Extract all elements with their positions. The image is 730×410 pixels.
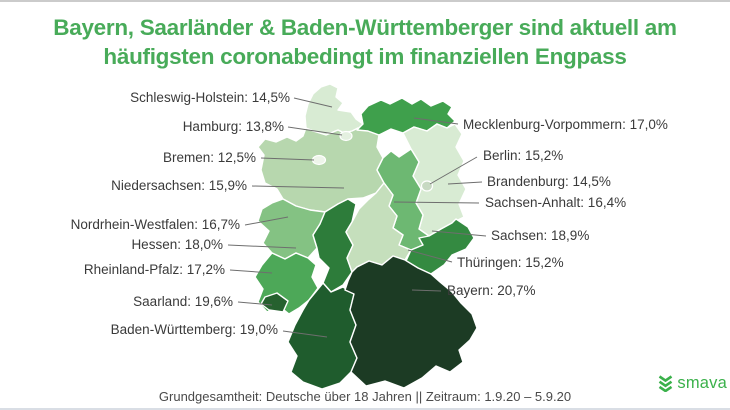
page-title: Bayern, Saarländer & Baden-Württemberger… bbox=[0, 13, 730, 71]
state-label-mecklenburg-vorpommern: Mecklenburg-Vorpommern: 17,0% bbox=[463, 117, 668, 132]
state-label-saarland: Saarland: 19,6% bbox=[133, 294, 233, 309]
leader-line-saarland bbox=[237, 301, 273, 306]
bottom-divider bbox=[0, 408, 730, 410]
state-label-berlin: Berlin: 15,2% bbox=[483, 148, 564, 163]
leader-line-mecklenburg-vorpommern bbox=[413, 117, 459, 125]
leader-line-bayern bbox=[411, 289, 442, 292]
state-shape-berlin bbox=[420, 180, 434, 192]
state-shape-niedersachsen bbox=[257, 127, 385, 213]
leader-line-thueringen bbox=[407, 249, 453, 263]
leader-line-niedersachsen bbox=[251, 185, 345, 189]
state-label-bremen: Bremen: 12,5% bbox=[162, 150, 256, 165]
state-label-nordrhein-westfalen: Nordrhein-Westfalen: 16,7% bbox=[70, 217, 240, 232]
leader-line-schleswig-holstein bbox=[293, 97, 333, 108]
leader-line-sachsen-anhalt bbox=[393, 201, 480, 204]
leader-line-hessen bbox=[227, 244, 297, 249]
state-label-brandenburg: Brandenburg: 14,5% bbox=[487, 174, 611, 189]
smava-logo-icon bbox=[659, 375, 673, 392]
leader-line-rheinland-pfalz bbox=[229, 269, 273, 274]
leader-line-baden-wuerttemberg bbox=[282, 330, 328, 338]
top-border bbox=[0, 0, 730, 2]
state-shape-bayern bbox=[344, 255, 478, 389]
state-shape-schleswig-holstein bbox=[304, 83, 364, 136]
state-label-rheinland-pfalz: Rheinland-Pfalz: 17,2% bbox=[83, 262, 225, 277]
state-shape-hessen bbox=[312, 198, 357, 293]
state-label-hessen: Hessen: 18,0% bbox=[131, 237, 223, 252]
state-label-sachsen: Sachsen: 18,9% bbox=[491, 228, 590, 243]
state-label-thueringen: Thüringen: 15,2% bbox=[457, 255, 564, 270]
title-line-2: häufigsten coronabedingt im finanziellen… bbox=[103, 44, 627, 69]
state-shape-mecklenburg-vorpommern bbox=[356, 97, 456, 136]
footnote: Grundgesamtheit: Deutsche über 18 Jahren… bbox=[158, 389, 572, 404]
leader-line-nordrhein-westfalen bbox=[244, 216, 289, 226]
state-label-schleswig-holstein: Schleswig-Holstein: 14,5% bbox=[130, 90, 290, 105]
leader-line-brandenburg bbox=[447, 181, 483, 185]
title-line-1: Bayern, Saarländer & Baden-Württemberger… bbox=[53, 15, 677, 40]
state-label-hamburg: Hamburg: 13,8% bbox=[182, 119, 284, 134]
smava-logo: smava bbox=[658, 374, 727, 393]
state-label-baden-wuerttemberg: Baden-Württemberg: 19,0% bbox=[110, 322, 278, 337]
leader-line-berlin bbox=[429, 156, 478, 185]
state-label-bayern: Bayern: 20,7% bbox=[447, 283, 536, 298]
leader-line-bremen bbox=[260, 157, 315, 161]
leader-line-hamburg bbox=[287, 126, 343, 136]
state-label-sachsen-anhalt: Sachsen-Anhalt: 16,4% bbox=[485, 195, 627, 210]
state-shape-bremen bbox=[311, 154, 327, 166]
state-shape-hamburg bbox=[339, 130, 353, 142]
smava-logo-text: smava bbox=[677, 374, 727, 392]
state-label-niedersachsen: Niedersachsen: 15,9% bbox=[111, 178, 247, 193]
leader-line-sachsen bbox=[431, 230, 487, 237]
